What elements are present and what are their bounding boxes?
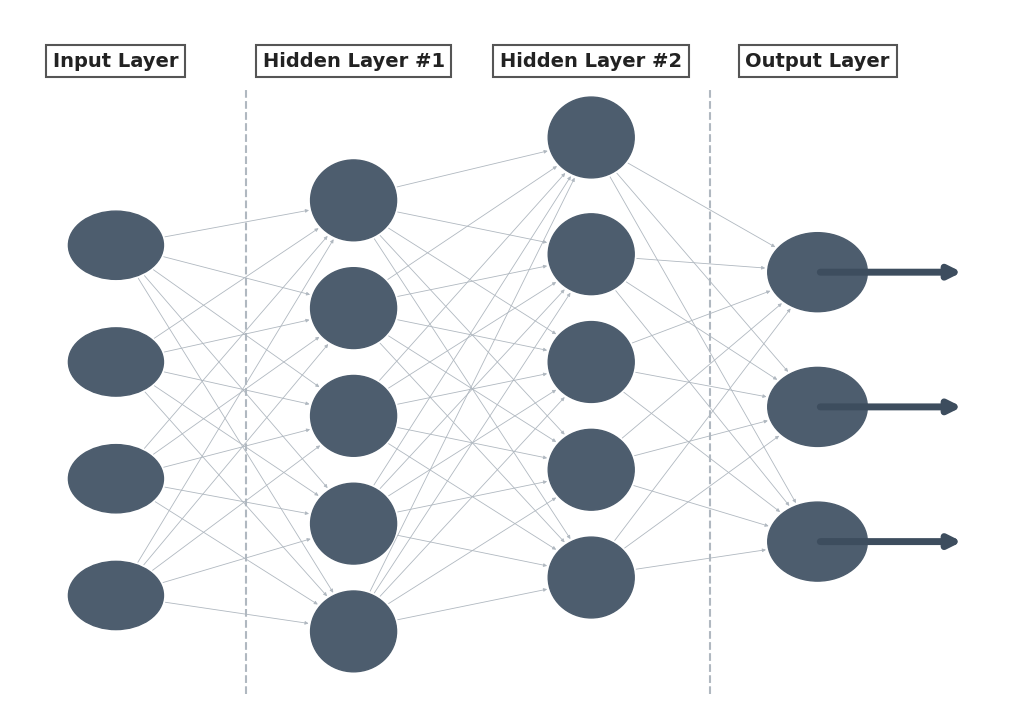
- Ellipse shape: [69, 445, 164, 513]
- Ellipse shape: [548, 537, 634, 618]
- Ellipse shape: [768, 232, 867, 312]
- Ellipse shape: [768, 368, 867, 446]
- Ellipse shape: [310, 267, 396, 348]
- Text: Hidden Layer #2: Hidden Layer #2: [500, 51, 682, 71]
- Ellipse shape: [310, 483, 396, 564]
- Ellipse shape: [69, 328, 164, 396]
- Text: Hidden Layer #1: Hidden Layer #1: [262, 51, 444, 71]
- Text: Input Layer: Input Layer: [53, 51, 179, 71]
- Ellipse shape: [548, 97, 634, 178]
- Ellipse shape: [548, 322, 634, 403]
- Ellipse shape: [69, 211, 164, 280]
- Text: Output Layer: Output Layer: [745, 51, 890, 71]
- Ellipse shape: [310, 375, 396, 456]
- Ellipse shape: [310, 160, 396, 241]
- Ellipse shape: [768, 502, 867, 581]
- Ellipse shape: [69, 561, 164, 630]
- Ellipse shape: [548, 429, 634, 511]
- Ellipse shape: [310, 591, 396, 672]
- Ellipse shape: [548, 214, 634, 295]
